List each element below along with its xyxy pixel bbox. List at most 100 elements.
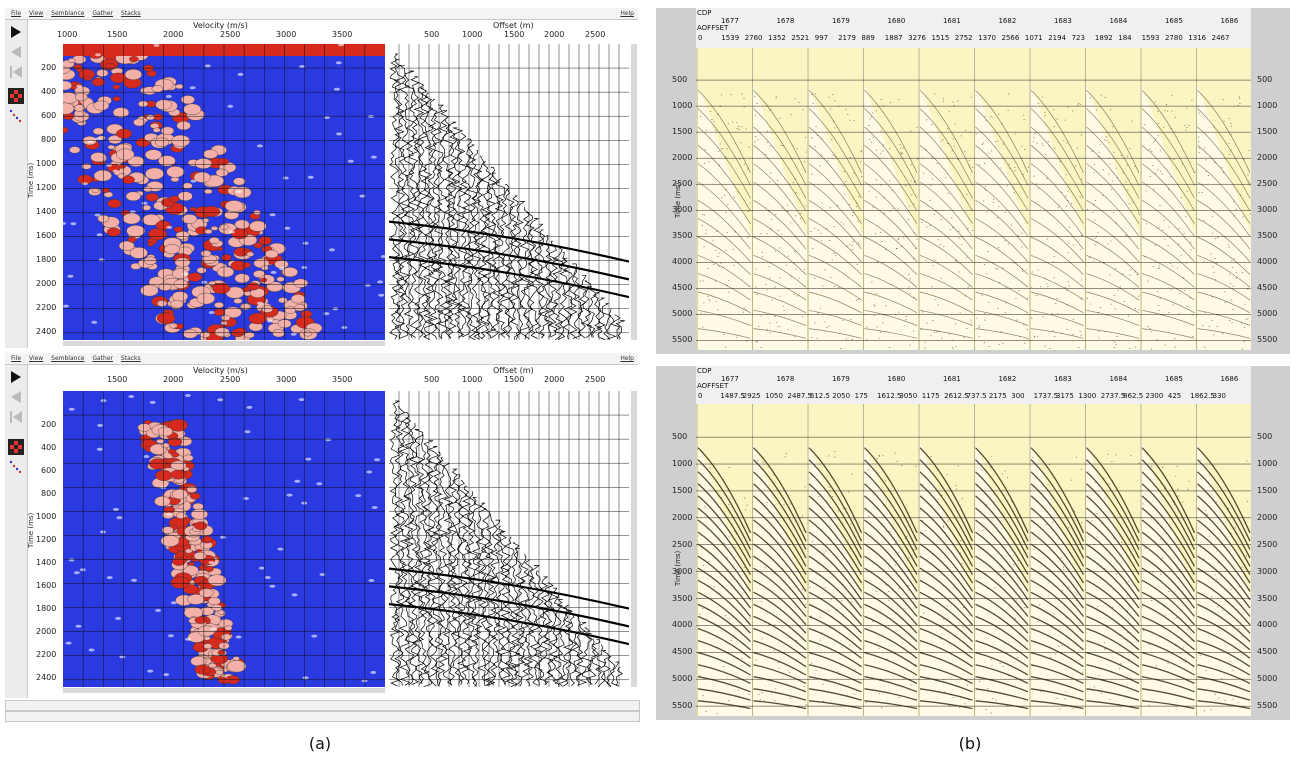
reflection-event: [1086, 273, 1140, 301]
menu-view[interactable]: View: [28, 355, 44, 362]
trace-speckle: [1078, 347, 1080, 348]
trace-speckle: [924, 341, 926, 343]
trace-speckle: [943, 691, 946, 693]
time-tick: 2500: [672, 179, 693, 189]
cdp-gather-plot[interactable]: [696, 48, 1251, 350]
pick-tool-icon[interactable]: [8, 88, 24, 104]
offset-gather-plot[interactable]: [389, 44, 629, 340]
trace-speckle: [840, 221, 842, 223]
trace-speckle: [1232, 285, 1234, 287]
menu-semblance[interactable]: Semblance: [51, 10, 85, 17]
trace-speckle: [743, 566, 746, 568]
menu-gather[interactable]: Gather: [92, 355, 113, 362]
trace-speckle: [1053, 613, 1055, 615]
semblance-blob: [145, 167, 165, 180]
trace-speckle: [819, 165, 821, 167]
offset-number: 1515: [931, 34, 950, 42]
rewind-icon[interactable]: [8, 64, 24, 80]
trace-speckle: [1117, 289, 1119, 291]
pick-tool-icon[interactable]: [8, 439, 24, 455]
trace-speckle: [842, 320, 844, 321]
reflection-event: [975, 615, 1029, 651]
trace-speckle: [825, 587, 827, 588]
menu-file[interactable]: File: [11, 10, 22, 17]
reflection-event: [697, 688, 751, 701]
step-back-icon[interactable]: [8, 389, 24, 405]
cdp-gather: [918, 48, 974, 350]
semblance-blob: [182, 329, 198, 339]
trace-speckle: [1234, 527, 1236, 529]
time-tick: 2000: [36, 627, 57, 636]
menu-stacks[interactable]: Stacks: [120, 355, 141, 362]
trace-speckle: [1013, 192, 1015, 193]
offset-gather-plot[interactable]: [389, 391, 629, 687]
trace-speckle: [851, 245, 853, 246]
horizontal-scrollbar[interactable]: [63, 341, 385, 346]
trace-speckle: [920, 329, 922, 330]
reflection-event: [864, 651, 918, 676]
trace-speckle: [822, 261, 824, 263]
trace-speckle: [1081, 279, 1083, 281]
trace-speckle: [1186, 306, 1188, 307]
trace-speckle: [1176, 267, 1178, 269]
trace-speckle: [944, 532, 946, 533]
semblance-halo: [366, 470, 373, 474]
trace-speckle: [1047, 286, 1049, 287]
trace-speckle: [814, 146, 816, 148]
trace-speckle: [736, 122, 738, 124]
panel-b-label: (b): [958, 734, 982, 753]
horizontal-scrollbar[interactable]: [63, 688, 385, 693]
step-back-icon[interactable]: [8, 44, 24, 60]
semblance-plot[interactable]: [63, 391, 385, 687]
reflection-event: [1197, 639, 1251, 668]
wiggle-trace: [413, 82, 425, 338]
trace-speckle: [997, 140, 999, 142]
reflection-event: [808, 567, 863, 617]
rewind-icon[interactable]: [8, 409, 24, 425]
play-icon[interactable]: [8, 369, 24, 385]
trace-speckle: [883, 144, 885, 146]
menu-view[interactable]: View: [28, 10, 44, 17]
time-tick: 4500: [672, 647, 693, 657]
vertical-scrollbar[interactable]: [631, 391, 637, 687]
menu-help[interactable]: Help: [620, 355, 634, 362]
trace-speckle: [1079, 104, 1081, 105]
reflection-event: [1086, 471, 1140, 550]
reflection-event: [808, 651, 862, 676]
trace-speckle: [725, 346, 727, 348]
trace-speckle: [1021, 271, 1024, 272]
vertical-scrollbar[interactable]: [631, 44, 637, 340]
trace-speckle: [725, 615, 727, 617]
menu-file[interactable]: File: [11, 355, 22, 362]
semblance-halo: [63, 222, 67, 225]
semblance-blob: [248, 312, 267, 325]
menu-stacks[interactable]: Stacks: [120, 10, 141, 17]
trace-speckle: [1230, 149, 1232, 151]
trace-speckle: [1238, 628, 1240, 630]
trace-speckle: [1102, 169, 1104, 171]
trace-speckle: [1213, 126, 1215, 128]
semblance-blob: [126, 224, 146, 237]
semblance-halo: [68, 558, 75, 562]
trace-speckle: [1148, 643, 1150, 645]
menu-semblance[interactable]: Semblance: [51, 355, 85, 362]
menu-help[interactable]: Help: [620, 10, 634, 17]
play-icon[interactable]: [8, 24, 24, 40]
cdp-gather-plot[interactable]: [696, 404, 1251, 716]
reflection-event: [1197, 218, 1251, 263]
trace-speckle: [857, 242, 859, 244]
trace-speckle: [1125, 181, 1127, 183]
trace-speckle: [997, 307, 999, 309]
menu-gather[interactable]: Gather: [92, 10, 113, 17]
reflection-event: [975, 531, 1029, 592]
semblance-blob: [163, 506, 176, 514]
time-axis-title: Time (ms): [27, 162, 35, 198]
trace-speckle: [857, 221, 859, 222]
velocity-curve-icon[interactable]: [8, 108, 24, 124]
velocity-curve-icon[interactable]: [8, 459, 24, 475]
trace-speckle: [873, 304, 875, 306]
trace-speckle: [1110, 240, 1112, 242]
semblance-plot[interactable]: [63, 44, 385, 340]
trace-speckle: [1154, 244, 1156, 246]
reflection-event: [697, 543, 752, 601]
